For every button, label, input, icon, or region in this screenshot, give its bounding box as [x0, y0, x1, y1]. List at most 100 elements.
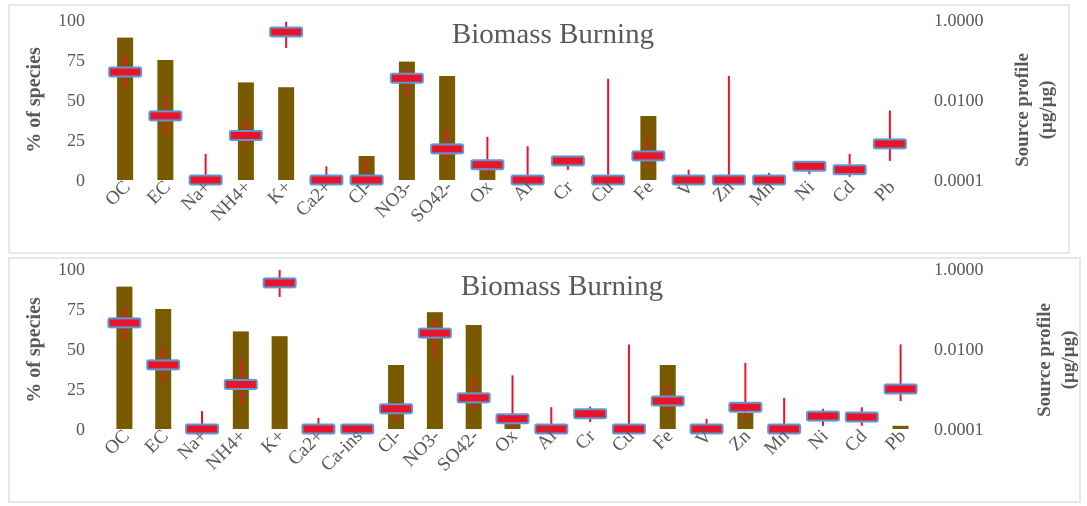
chart-top-marker	[872, 138, 907, 150]
chart-bottom-marker	[223, 378, 258, 390]
chart-top-marker	[108, 66, 143, 78]
chart-bottom-marker	[650, 395, 685, 407]
chart-top-xtick-label: OC	[101, 177, 135, 211]
chart-bottom-ylabel: % of species	[23, 297, 45, 403]
chart-top-xtick-label: Ox	[466, 176, 498, 208]
chart-top-marker	[671, 174, 706, 186]
chart-bottom-marker	[689, 423, 724, 435]
chart-bottom-xtick-label: Cd	[841, 425, 872, 456]
chart-top-y2label-line2: (µg/µg)	[1036, 81, 1057, 140]
chart-bottom-ytick-label: 100	[58, 259, 85, 279]
chart-top-marker	[510, 174, 545, 186]
chart-top-xtick-label: Cd	[829, 176, 860, 207]
chart-top-marker	[148, 110, 183, 122]
chart-top-xtick-label: EC	[143, 177, 175, 209]
chart-top-ytick-label: 100	[58, 10, 85, 30]
chart-bottom-xtick-label: Fe	[649, 426, 677, 454]
chart-bottom-xtick-label: Pb	[881, 426, 910, 455]
chart-bottom-marker	[340, 423, 375, 435]
chart-bottom-yticks: 0 25 50 75 100	[58, 259, 85, 439]
chart-top-marker	[792, 160, 827, 172]
chart-bottom-xtick-label: OC	[100, 426, 134, 460]
chart-bottom-xtick-label: Cr	[571, 425, 600, 454]
chart-top-marker	[470, 159, 505, 171]
chart-top-ytick-label: 25	[67, 130, 85, 150]
chart-bottom-markers	[107, 269, 918, 435]
chart-bottom-marker	[611, 423, 646, 435]
chart-top-marker	[389, 72, 424, 84]
chart-bottom-marker	[379, 403, 414, 415]
chart-bottom-bar	[892, 425, 909, 429]
chart-bottom-xtick-label: Zn	[725, 425, 755, 455]
chart-bottom-xtick-label: K+	[257, 426, 289, 458]
chart-bottom-y2tick-label: 0.0001	[934, 419, 984, 439]
chart-top-marker	[752, 174, 787, 186]
chart-bottom-marker	[262, 277, 297, 289]
chart-top-y2label-line1: Source profile	[1012, 53, 1033, 167]
chart-bottom-xtick-label: Ox	[491, 425, 523, 457]
chart-top-y2tick-label: 0.0001	[934, 170, 984, 190]
chart-bottom-xtick-label: SO42-	[433, 426, 483, 476]
chart-top-marker	[188, 174, 223, 186]
chart-bottom-bar	[426, 312, 443, 429]
chart-bottom-marker	[456, 392, 491, 404]
chart-bottom-marker	[417, 327, 452, 339]
chart-top-y2ticks: 0.0001 0.0100 1.0000	[934, 10, 984, 190]
chart-top-marker	[430, 143, 465, 155]
chart-bottom-marker	[767, 423, 802, 435]
chart-top-y2tick-label: 0.0100	[934, 90, 984, 110]
chart-bottom-marker	[728, 401, 763, 413]
chart-bottom-marker	[301, 423, 336, 435]
chart-top-marker	[591, 174, 626, 186]
chart-bottom-frame	[8, 257, 1081, 503]
chart-bottom-ytick-label: 25	[67, 379, 85, 399]
chart-bottom-y2label-line2: (µg/µg)	[1058, 331, 1079, 390]
chart-top-ylabel: % of species	[23, 47, 45, 153]
chart-top-ytick-label: 50	[67, 90, 85, 110]
chart-bottom-marker	[883, 383, 918, 395]
chart-top-marker	[631, 150, 666, 162]
chart-bottom-xtick-label: Ni	[804, 426, 832, 454]
chart-bottom-bar	[737, 413, 754, 429]
chart-bottom-y2tick-label: 0.0100	[934, 339, 984, 359]
chart-top-xtick-label: Ni	[791, 177, 819, 205]
chart-top-xtick-label: SO42-	[407, 177, 457, 227]
chart-top-marker	[309, 174, 344, 186]
chart-bottom-marker	[534, 423, 569, 435]
chart-top-yticks: 0 25 50 75 100	[58, 10, 85, 190]
chart-bottom-bar	[271, 336, 288, 429]
chart-top-bar	[398, 61, 415, 180]
chart-bottom-marker	[805, 410, 840, 422]
chart-top-marker	[550, 155, 585, 167]
chart-bottom-marker	[573, 408, 608, 420]
chart-bottom-xtick-label: Cl-	[374, 426, 406, 458]
chart-top-xtick-label: Fe	[630, 177, 658, 205]
chart-top-marker	[349, 174, 384, 186]
chart-top-ytick-label: 75	[67, 50, 85, 70]
chart-top-marker	[228, 129, 263, 141]
chart-top-marker	[269, 26, 304, 38]
chart-bottom-ytick-label: 50	[67, 339, 85, 359]
chart-top-xtick-label: Cr	[549, 176, 578, 205]
chart-bottom-marker	[185, 423, 220, 435]
chart-bottom-y2label-line1: Source profile	[1034, 303, 1055, 417]
chart-top-y2tick-label: 1.0000	[934, 10, 984, 30]
chart-bottom-ytick-label: 0	[76, 419, 85, 439]
chart-top-ytick-label: 0	[76, 170, 85, 190]
chart-bottom: Biomass Burning % of species Source prof…	[8, 257, 1081, 503]
chart-bottom-title: Biomass Burning	[461, 270, 663, 302]
chart-bottom-ytick-label: 75	[67, 299, 85, 319]
chart-bottom-y2tick-label: 1.0000	[934, 259, 984, 279]
chart-top-bar	[439, 76, 456, 180]
chart-top-marker	[832, 164, 867, 176]
chart-bottom-marker	[844, 411, 879, 423]
chart-top-title: Biomass Burning	[452, 18, 654, 50]
chart-top-xtick-label: K+	[264, 177, 296, 209]
chart-bottom-y2ticks: 0.0001 0.0100 1.0000	[934, 259, 984, 439]
chart-top: Biomass Burning % of species Source prof…	[8, 4, 1070, 254]
chart-bottom-xtick-label: EC	[141, 426, 173, 458]
chart-bottom-marker	[495, 413, 530, 425]
chart-top-frame	[8, 4, 1070, 254]
chart-panel-bottom: Biomass Burning % of species Source prof…	[0, 250, 1087, 506]
chart-top-marker	[711, 174, 746, 186]
